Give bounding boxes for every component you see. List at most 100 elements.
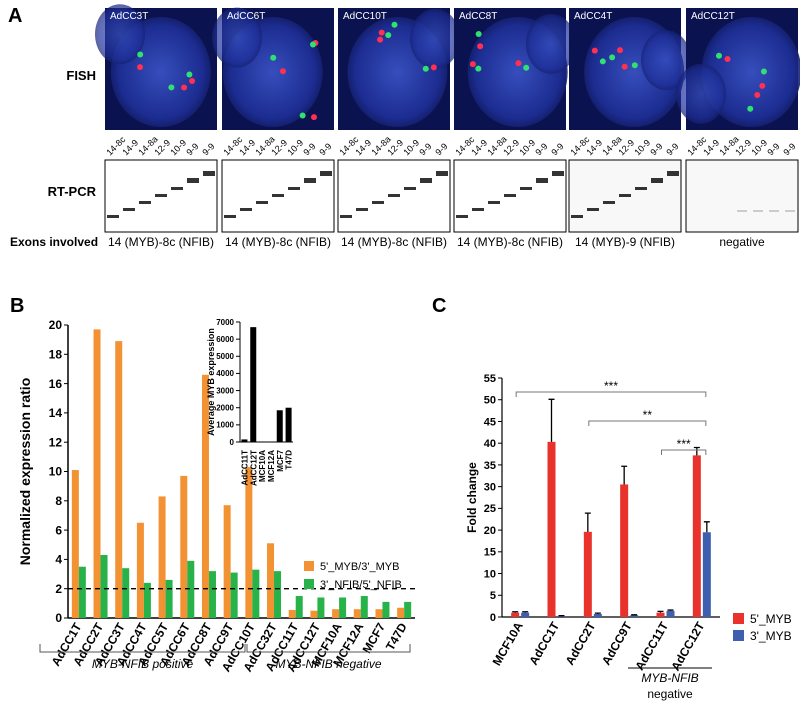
green-signal — [523, 64, 530, 71]
panel-label: A — [8, 5, 22, 27]
band — [571, 215, 583, 218]
y-tick-label: 40 — [484, 438, 496, 450]
y-tick-label: 16 — [49, 377, 63, 391]
x-tick-label: MCF10A — [490, 619, 526, 668]
y-tick-label: 10 — [49, 465, 63, 479]
red-signal — [189, 77, 196, 84]
error-bar — [657, 610, 664, 613]
bar — [692, 455, 701, 617]
band — [753, 210, 763, 212]
error-bar — [548, 398, 555, 442]
bar — [656, 612, 665, 617]
row-label: FISH — [66, 68, 96, 83]
lane-label: 10-9 — [517, 138, 537, 158]
y-tick-label: 50 — [484, 395, 496, 407]
x-tick-label: MCF7 — [276, 449, 285, 471]
x-tick-label: AdCC9T — [599, 619, 635, 668]
y-tick-label: 14 — [49, 406, 63, 420]
red-signal — [137, 64, 144, 71]
bar — [557, 616, 566, 617]
x-tick-label: AdCC11T — [632, 619, 671, 673]
significance-bracket — [588, 420, 707, 426]
red-signal — [617, 47, 624, 54]
y-tick-label: 8 — [55, 494, 62, 508]
lane-label: 9-9 — [664, 141, 680, 157]
cell — [676, 63, 726, 124]
error-bar — [594, 612, 601, 614]
y-tick-label: 18 — [49, 348, 63, 362]
bar — [666, 610, 675, 617]
red-signal — [515, 60, 522, 67]
y-tick-label: 4 — [55, 553, 62, 567]
sample-name: AdCC10T — [343, 11, 387, 22]
green-signal — [309, 41, 316, 48]
y-tick-label: 7000 — [216, 318, 234, 327]
bar — [122, 568, 130, 618]
legend-label: 5'_MYB — [750, 612, 792, 626]
lane-label: 9-9 — [549, 141, 565, 157]
red-signal — [377, 36, 384, 43]
group-label: MYB-NFIB — [641, 671, 698, 685]
significance-label: *** — [604, 379, 618, 393]
y-tick-label: 6000 — [216, 335, 234, 344]
green-signal — [137, 51, 144, 58]
red-signal — [181, 84, 188, 91]
sample-name: AdCC8T — [459, 11, 497, 22]
bar — [310, 610, 318, 618]
bar — [397, 607, 405, 618]
band — [667, 171, 679, 176]
y-tick-label: 12 — [49, 435, 63, 449]
green-signal — [186, 71, 193, 78]
green-signal — [168, 84, 175, 91]
band — [552, 171, 564, 176]
bar — [295, 596, 303, 618]
legend-label: 5'_MYB/3'_MYB — [320, 561, 399, 573]
significance-label: *** — [677, 437, 691, 451]
sample-name: AdCC4T — [574, 11, 612, 22]
red-signal — [754, 92, 761, 99]
green-signal — [475, 65, 482, 72]
bar — [100, 555, 108, 618]
group-label: MYB-NFIB negative — [275, 657, 381, 671]
significance-bracket — [661, 449, 707, 455]
bar — [187, 560, 195, 618]
band — [488, 201, 500, 204]
bar — [180, 475, 188, 618]
cell — [641, 30, 691, 91]
y-tick-label: 4000 — [216, 369, 234, 378]
bar — [78, 566, 86, 618]
exons: 14 (MYB)-8c (NFIB) — [225, 235, 331, 249]
band — [240, 208, 252, 211]
bar — [547, 441, 556, 617]
red-signal — [430, 64, 437, 71]
bar — [317, 597, 325, 618]
bar — [274, 571, 282, 618]
lane-label: 9-9 — [317, 141, 333, 157]
lane-label: 10-9 — [168, 138, 188, 158]
group-label: MYB-NFIB positive — [92, 657, 194, 671]
error-bar — [522, 611, 529, 613]
y-tick-label: 20 — [484, 525, 496, 537]
band — [340, 215, 352, 218]
x-tick-label: T47D — [383, 620, 410, 653]
gel — [685, 159, 799, 233]
red-signal — [759, 82, 766, 89]
green-signal — [747, 105, 754, 112]
red-signal — [621, 63, 628, 70]
green-signal — [270, 54, 277, 61]
bar — [583, 531, 592, 617]
cell — [95, 4, 145, 65]
y-tick-label: 15 — [484, 547, 496, 559]
error-bar — [703, 521, 710, 533]
band — [785, 210, 795, 212]
error-bar — [621, 465, 628, 485]
bar — [250, 327, 257, 442]
y-tick-label: 6 — [55, 523, 62, 537]
green-signal — [609, 54, 616, 61]
y-tick-label: 0 — [55, 611, 62, 625]
sample-name: AdCC6T — [227, 11, 265, 22]
x-tick-label: AdCC2T — [563, 619, 599, 668]
band — [619, 194, 631, 197]
lane-label: 9-9 — [781, 141, 797, 157]
band — [187, 178, 199, 183]
